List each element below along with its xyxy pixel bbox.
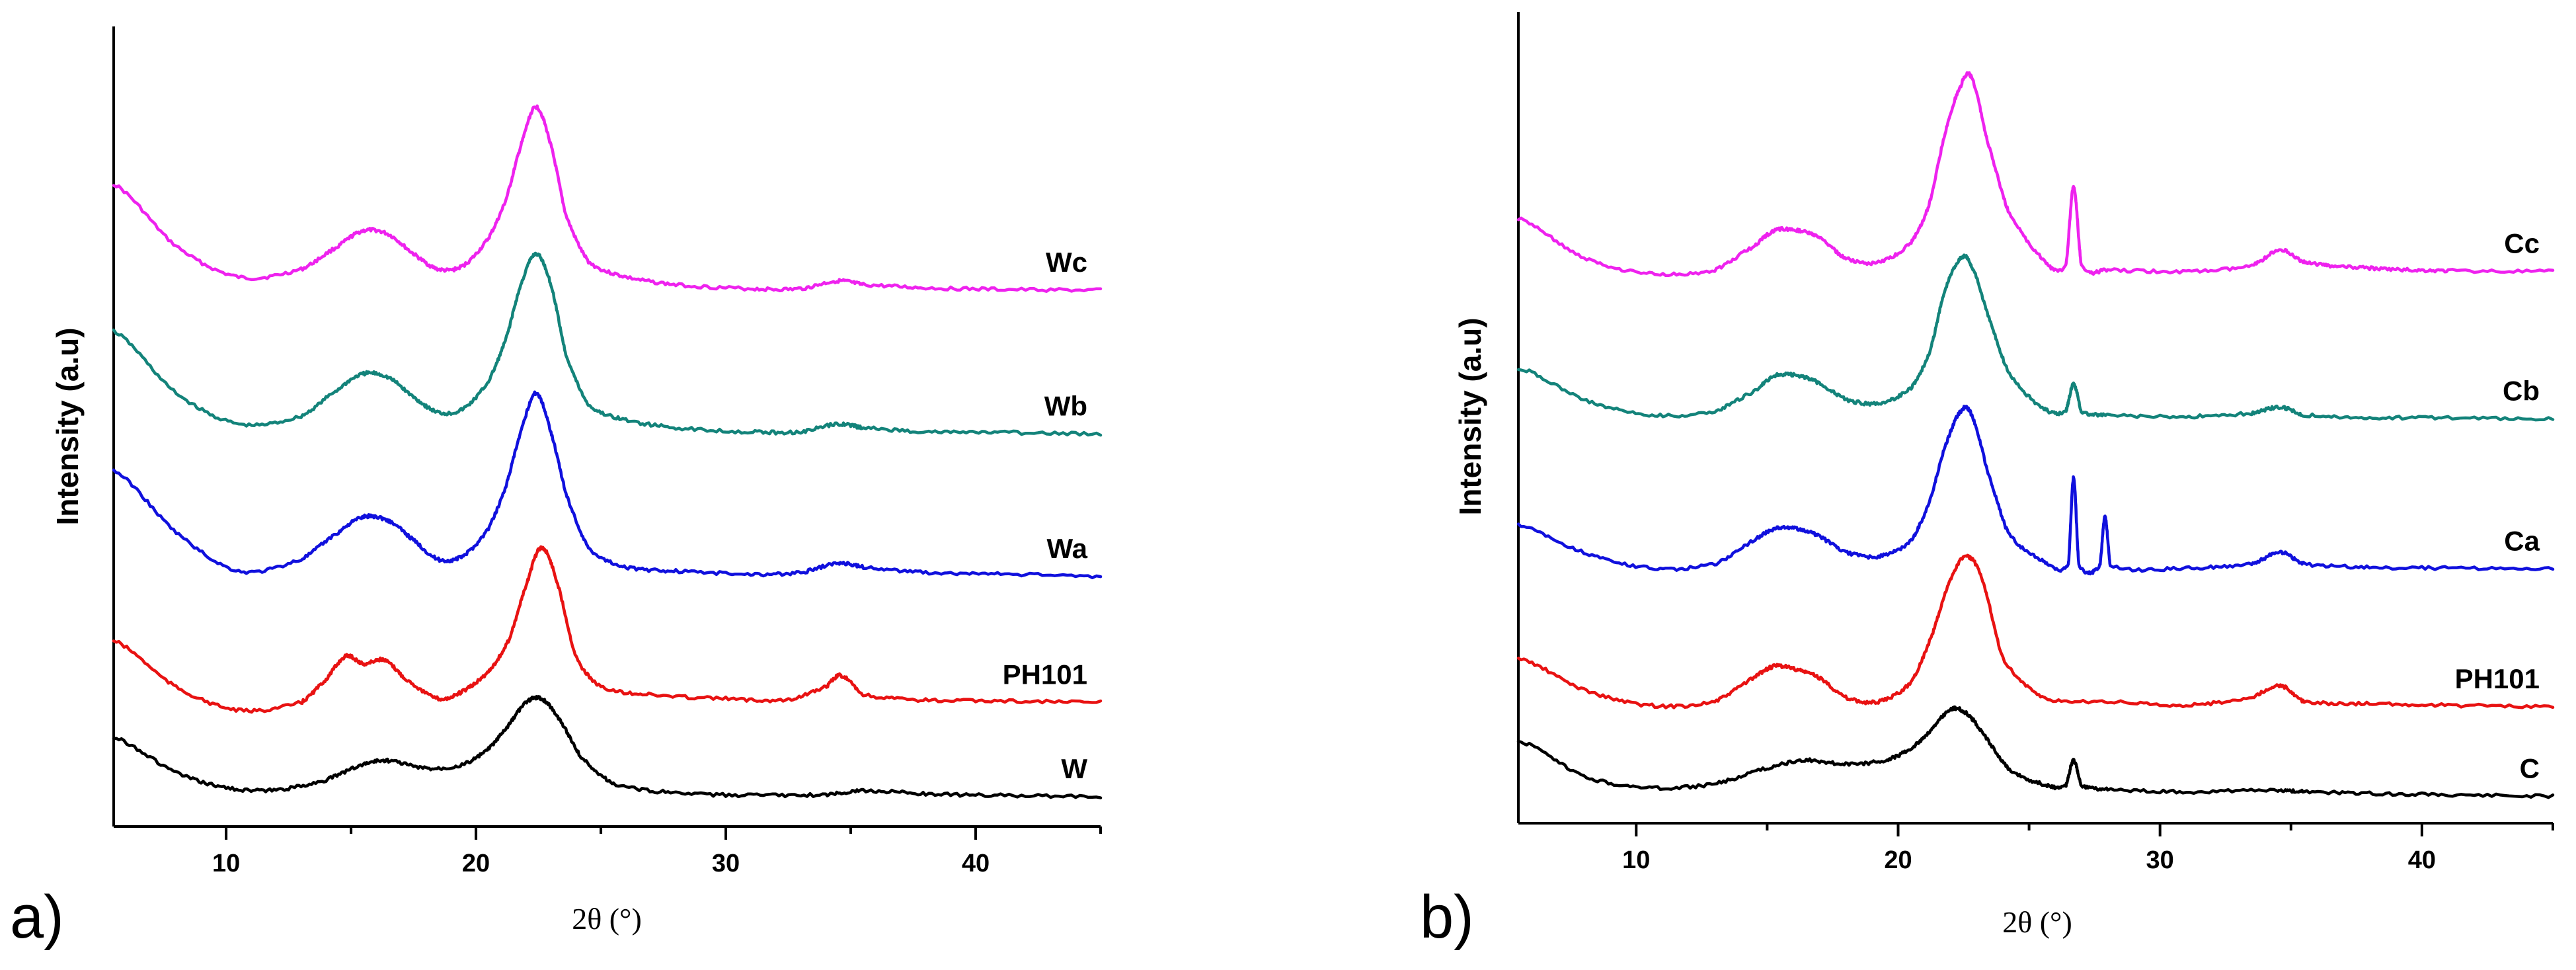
x-tick-label: 30 (2146, 846, 2174, 874)
series-line-c (1516, 705, 2555, 799)
series-line-cc (1516, 71, 2555, 278)
x-axis-label: 2θ (°) (572, 902, 642, 936)
x-axis-label: 2θ (°) (2002, 905, 2072, 939)
series-label: Wb (1044, 391, 1087, 422)
x-tick-label: 10 (1622, 846, 1650, 874)
series-line-cb (1516, 253, 2555, 422)
panel-b: 10 20 30 40 2θ (°) Intensity (a.u) b) Cc Cb Ca PH1… (1420, 12, 2555, 951)
series-label: Cc (2504, 227, 2540, 259)
x-tick-label: 40 (2408, 846, 2436, 874)
series-label: PH101 (2455, 663, 2540, 694)
series-label: Wc (1046, 247, 1087, 278)
series-label: Cb (2503, 376, 2540, 407)
x-tick-label: 30 (712, 850, 740, 877)
series-label: C (2520, 753, 2540, 784)
x-tick-label: 10 (212, 850, 240, 877)
x-tick-label: 20 (1884, 846, 1912, 874)
x-tick-label: 40 (962, 850, 990, 877)
y-axis-label: Intensity (a.u) (1453, 317, 1487, 515)
panel-label: a) (10, 883, 64, 951)
panel-a: 10 20 30 40 2θ (°) Intensity (a.u) a) Wc Wb Wa PH1… (10, 26, 1103, 951)
panel-label: b) (1420, 883, 1474, 951)
series-label: PH101 (1003, 659, 1087, 690)
series-line-wb (112, 251, 1103, 437)
series-line-ph101 (1516, 553, 2555, 709)
series-line-w (112, 694, 1103, 799)
series-line-wc (112, 104, 1103, 293)
series-line-wa (112, 390, 1103, 580)
series-line-ca (1516, 405, 2555, 576)
series-label: Ca (2504, 525, 2540, 556)
y-axis-label: Intensity (a.u) (50, 327, 85, 525)
series-label: Wa (1047, 533, 1088, 564)
series-label: W (1061, 753, 1087, 784)
series-line-ph101 (112, 545, 1103, 714)
x-tick-label: 20 (462, 850, 490, 877)
